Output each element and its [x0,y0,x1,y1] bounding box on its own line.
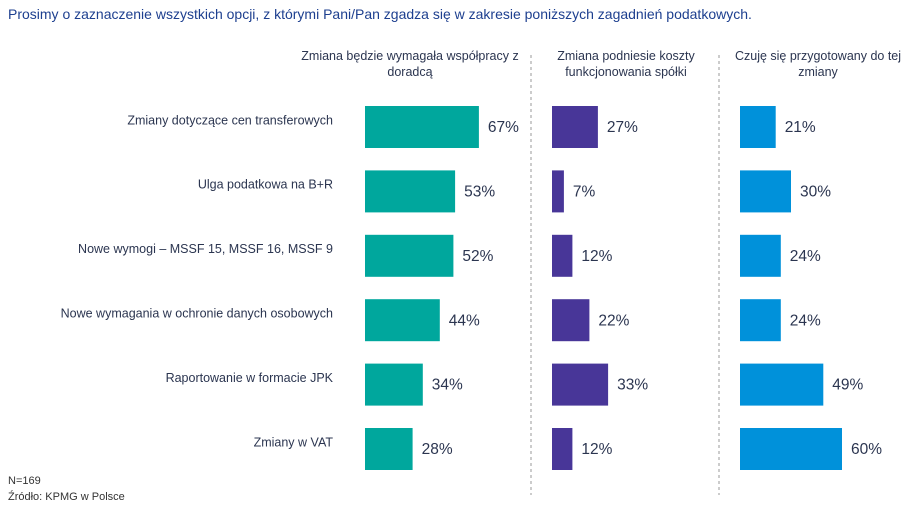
bar [740,363,824,406]
bar [552,428,573,470]
value-label: 28% [422,441,453,458]
value-label: 12% [581,441,612,458]
value-label: 27% [607,119,638,136]
value-label: 12% [581,248,612,265]
bar [740,299,781,342]
chart-title: Prosimy o zaznaczenie wszystkich opcji, … [8,6,752,22]
bar [552,363,609,406]
bar [740,234,781,277]
bar [740,428,842,470]
series-header: Czuję się przygotowany do tej zmiany [734,49,902,79]
value-label: 7% [573,183,596,200]
category-label: Zmiany w VAT [254,435,334,449]
category-label: Nowe wymagania w ochronie danych osobowy… [61,306,333,320]
value-label: 44% [449,312,480,329]
bar [552,299,590,342]
category-label: Raportowanie w formacie JPK [166,371,334,385]
value-label: 30% [800,183,831,200]
value-label: 60% [851,441,882,458]
bar [365,106,479,148]
value-label: 67% [488,119,519,136]
bar [365,234,454,277]
bar [365,363,423,406]
bar [740,170,791,213]
value-label: 24% [790,312,821,329]
value-label: 24% [790,248,821,265]
category-label: Ulga podatkowa na B+R [198,178,333,192]
value-label: 53% [464,183,495,200]
bar [552,234,573,277]
series-header: Zmiana podniesie koszty funkcjonowania s… [557,49,695,79]
category-label: Zmiany dotyczące cen transferowych [127,113,333,127]
value-label: 22% [598,312,629,329]
bar [552,106,598,148]
value-label: 52% [462,248,493,265]
value-label: 33% [617,377,648,394]
note: N=169 [8,475,41,487]
bar [365,428,413,470]
value-label: 21% [785,119,816,136]
source: Źródło: KPMG w Polsce [8,491,125,503]
value-label: 34% [432,377,463,394]
bar [552,170,564,213]
bar [365,170,456,213]
bar [740,106,776,148]
category-label: Nowe wymogi – MSSF 15, MSSF 16, MSSF 9 [78,242,333,256]
series-header: Zmiana będzie wymagała współpracy z dora… [301,49,519,79]
value-label: 49% [832,377,863,394]
bar [365,299,440,342]
